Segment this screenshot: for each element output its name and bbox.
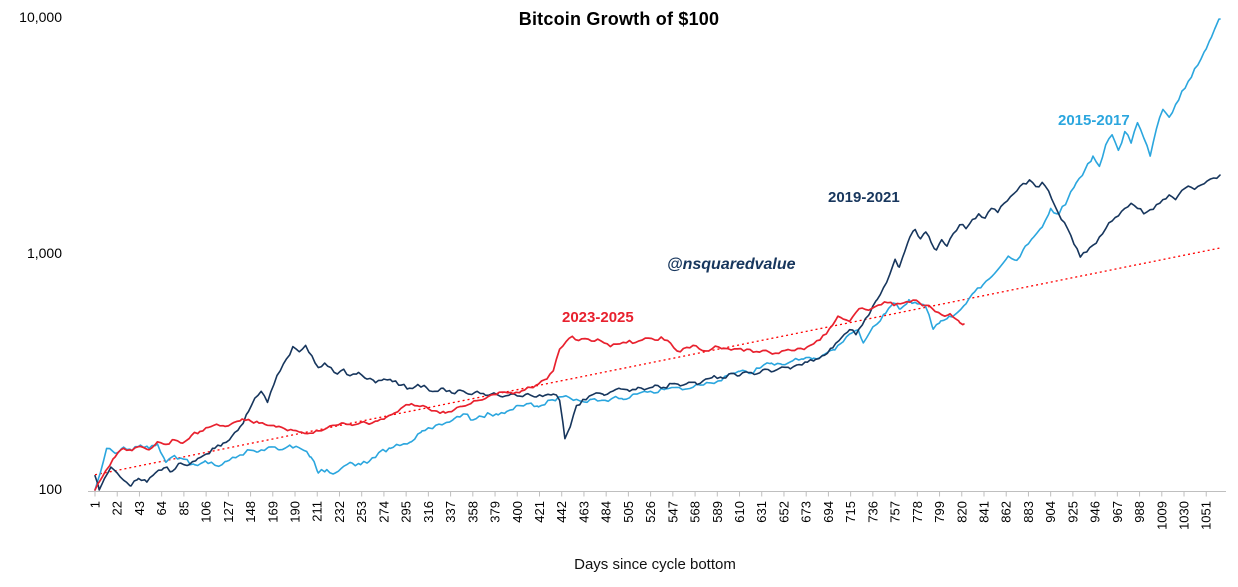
x-tick-label: 946	[1088, 501, 1103, 523]
y-tick-label: 100	[39, 481, 63, 497]
x-tick-label: 127	[221, 501, 236, 523]
x-tick-label: 484	[599, 501, 614, 523]
x-tick-label: 904	[1043, 501, 1058, 523]
x-tick-label: 22	[110, 501, 125, 515]
x-tick-label: 736	[865, 501, 880, 523]
x-tick-label: 211	[310, 501, 325, 522]
x-tick-label: 589	[710, 501, 725, 523]
x-tick-label: 85	[176, 501, 191, 515]
x-tick-label: 652	[776, 501, 791, 523]
x-tick-label: 547	[665, 501, 680, 523]
x-tick-label: 778	[910, 501, 925, 523]
x-tick-label: 526	[643, 501, 658, 523]
x-tick-label: 568	[688, 501, 703, 523]
x-tick-label: 274	[376, 501, 391, 523]
x-tick-label: 967	[1110, 501, 1125, 523]
x-tick-label: 106	[199, 501, 214, 523]
x-tick-label: 421	[532, 501, 547, 523]
y-tick-label: 10,000	[19, 9, 62, 25]
x-tick-label: 1	[88, 501, 103, 508]
x-tick-label: 841	[976, 501, 991, 523]
series-line-2023-2025	[94, 299, 965, 491]
watermark-handle: @nsquaredvalue	[667, 256, 796, 273]
x-axis-title: Days since cycle bottom	[574, 556, 736, 573]
x-tick-label: 442	[554, 501, 569, 523]
x-tick-label: 883	[1021, 501, 1036, 523]
series-line-2019-2021	[94, 174, 1221, 491]
x-tick-label: 715	[843, 501, 858, 523]
x-tick-label: 148	[243, 501, 258, 523]
x-tick-label: 400	[510, 501, 525, 523]
series-line-2015-2017	[94, 18, 1221, 491]
x-tick-label: 1030	[1177, 501, 1192, 530]
x-tick-label: 463	[576, 501, 591, 523]
x-tick-label: 379	[488, 501, 503, 523]
x-tick-label: 169	[265, 501, 280, 523]
x-tick-label: 358	[465, 501, 480, 523]
x-tick-label: 232	[332, 501, 347, 523]
x-tick-label: 757	[888, 501, 903, 523]
x-tick-label: 1009	[1154, 501, 1169, 530]
series-label-2019-2021: 2019-2021	[828, 189, 900, 206]
x-tick-label: 190	[288, 501, 303, 523]
x-tick-label: 862	[999, 501, 1014, 523]
x-tick-label: 1051	[1199, 501, 1214, 530]
x-tick-label: 505	[621, 501, 636, 523]
x-tick-label: 694	[821, 501, 836, 523]
x-tick-label: 253	[354, 501, 369, 523]
x-tick-label: 988	[1132, 501, 1147, 523]
x-tick-label: 673	[799, 501, 814, 523]
x-tick-label: 799	[932, 501, 947, 523]
x-tick-label: 925	[1065, 501, 1080, 523]
x-tick-label: 820	[954, 501, 969, 523]
x-tick-label: 316	[421, 501, 436, 523]
x-tick-label: 295	[399, 501, 414, 523]
series-label-2015-2017: 2015-2017	[1058, 112, 1130, 129]
x-tick-label: 610	[732, 501, 747, 523]
x-tick-label: 64	[154, 501, 169, 515]
x-tick-label: 631	[754, 501, 769, 523]
y-tick-label: 1,000	[27, 245, 62, 261]
x-tick-label: 337	[443, 501, 458, 523]
series-label-2023-2025: 2023-2025	[562, 309, 634, 326]
x-tick-label: 43	[132, 501, 147, 515]
trendline	[94, 247, 1221, 476]
chart-title: Bitcoin Growth of $100	[518, 9, 720, 29]
